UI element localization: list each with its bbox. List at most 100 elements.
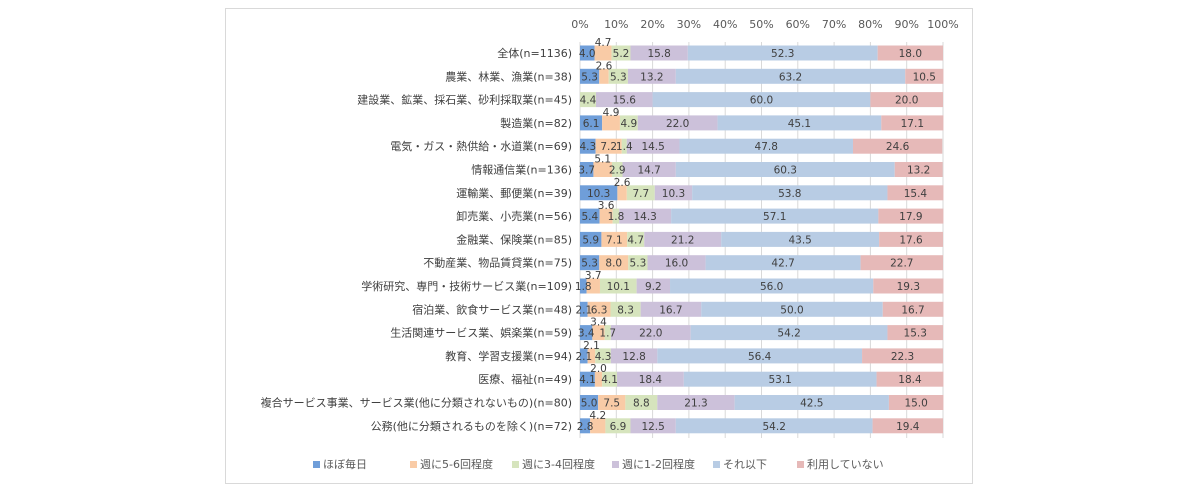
- bar-segment: [611, 45, 631, 61]
- data-label: 54.2: [777, 328, 800, 340]
- category-labels: 全体(n=1136) 農業、林業、漁業(n=38) 建設業、鉱業、採石業、砂利採取業…: [261, 46, 572, 433]
- bar-segment: [602, 115, 620, 131]
- bar-segment: [887, 185, 944, 201]
- bar-segment: [580, 208, 600, 224]
- data-label: 17.9: [899, 211, 922, 223]
- bar-segment: [622, 162, 676, 177]
- data-label: 15.8: [647, 48, 670, 60]
- data-label: 3.4: [590, 317, 607, 329]
- category-label: 不動産業、物品賃貸業(n=75): [423, 256, 572, 270]
- data-label: 60.0: [750, 95, 773, 107]
- bar-segment: [604, 325, 611, 341]
- bar-segment: [671, 208, 879, 224]
- legend-label: 週に3-4回程度: [522, 457, 595, 471]
- data-label: 53.1: [768, 374, 791, 386]
- data-label: 4.0: [579, 48, 596, 60]
- bar-segment: [878, 208, 944, 224]
- x-axis-ticks: 0% 10% 20% 30% 40% 50% 60% 70% 80% 90% 100%: [571, 18, 958, 31]
- bar-segment: [580, 371, 595, 387]
- bar-segment: [701, 301, 883, 317]
- bar-segment: [630, 418, 676, 434]
- data-label: 22.3: [891, 351, 914, 363]
- bar-segment: [888, 395, 944, 410]
- bar-segment: [595, 138, 622, 154]
- bar-segment: [580, 348, 588, 364]
- bar-segment: [882, 301, 944, 317]
- data-label: 2.1: [575, 304, 592, 316]
- bar-segment: [626, 185, 655, 201]
- data-label: 22.0: [666, 118, 689, 130]
- legend-label: 週に5-6回程度: [420, 457, 493, 471]
- bar-segment: [590, 418, 606, 434]
- data-label: 14.7: [637, 165, 660, 177]
- bar-segment: [617, 185, 627, 201]
- data-label: 18.0: [899, 48, 922, 60]
- bar-segment: [905, 68, 944, 84]
- bar-segment: [580, 162, 594, 177]
- bar-segment: [595, 348, 611, 364]
- bar-segment: [580, 45, 595, 61]
- bar-segment: [617, 371, 684, 387]
- data-label: 6.1: [583, 118, 600, 130]
- bar-segment: [580, 185, 618, 201]
- bar-segment: [602, 371, 618, 387]
- data-label: 15.3: [904, 328, 927, 340]
- data-label: 5.3: [610, 71, 627, 83]
- category-label: 公務(他に分類されるものを除く)(n=72): [371, 419, 572, 433]
- category-label: 複合サービス事業、サービス業(他に分類されないもの)(n=80): [261, 396, 572, 410]
- bar-segment: [580, 418, 591, 434]
- bar-segment: [601, 231, 628, 247]
- data-label: 54.2: [763, 421, 786, 433]
- data-label: 2.8: [577, 421, 594, 433]
- category-label: 情報通信業(n=136): [471, 164, 572, 177]
- bar-segment: [580, 68, 600, 84]
- data-label: 2.1: [575, 351, 592, 363]
- data-label: 13.2: [640, 71, 663, 83]
- bar-segment: [860, 255, 943, 271]
- data-label: 7.7: [632, 188, 649, 200]
- bar-segment: [599, 208, 613, 224]
- data-label: 20.0: [895, 95, 918, 107]
- category-label: 宿泊業、飲食サービス業(n=48): [412, 302, 572, 316]
- data-label: 7.1: [606, 234, 623, 246]
- category-label: 電気・ガス・熱供給・水道業(n=69): [390, 139, 572, 153]
- bar-segment: [595, 92, 653, 108]
- bar-segment: [876, 371, 944, 387]
- data-label: 21.2: [671, 234, 694, 246]
- bar-segment: [580, 325, 593, 341]
- bar-segment: [599, 255, 629, 271]
- bar-segment: [640, 301, 702, 317]
- bar-segment: [605, 418, 631, 434]
- data-label: 21.3: [684, 398, 707, 410]
- category-label: 建設業、鉱業、採石業、砂利採取業(n=45): [357, 93, 572, 107]
- bar-segment: [647, 255, 706, 271]
- bar-segment: [734, 395, 889, 410]
- bar-segment: [592, 325, 605, 341]
- bar-segment: [687, 45, 878, 61]
- bar-segment: [690, 325, 888, 341]
- bar-segment: [644, 231, 722, 247]
- data-label: 2.9: [609, 165, 626, 177]
- data-label: 14.3: [633, 211, 656, 223]
- bar-segment: [625, 395, 658, 410]
- bar-segment: [879, 231, 943, 247]
- data-label: 5.3: [630, 258, 647, 270]
- bar-segment: [580, 92, 596, 108]
- legend-swatch: [797, 461, 804, 468]
- data-label: 45.1: [788, 118, 811, 130]
- bar-segment: [626, 138, 680, 154]
- data-label: 10.3: [587, 188, 610, 200]
- bar-segment: [657, 395, 735, 410]
- data-label: 22.7: [890, 258, 913, 270]
- data-label: 8.8: [633, 398, 650, 410]
- bar-segment: [580, 278, 587, 294]
- bar-segment: [630, 45, 688, 61]
- data-label: 10.5: [913, 71, 936, 83]
- data-label: 52.3: [771, 48, 794, 60]
- data-label: 1.7: [599, 328, 616, 340]
- category-label: 全体(n=1136): [497, 46, 572, 60]
- legend-label: 利用していない: [807, 458, 884, 471]
- data-label: 3.4: [578, 328, 595, 340]
- data-label: 1.8: [608, 211, 625, 223]
- category-label: 生活関連サービス業、娯楽業(n=59): [390, 326, 572, 340]
